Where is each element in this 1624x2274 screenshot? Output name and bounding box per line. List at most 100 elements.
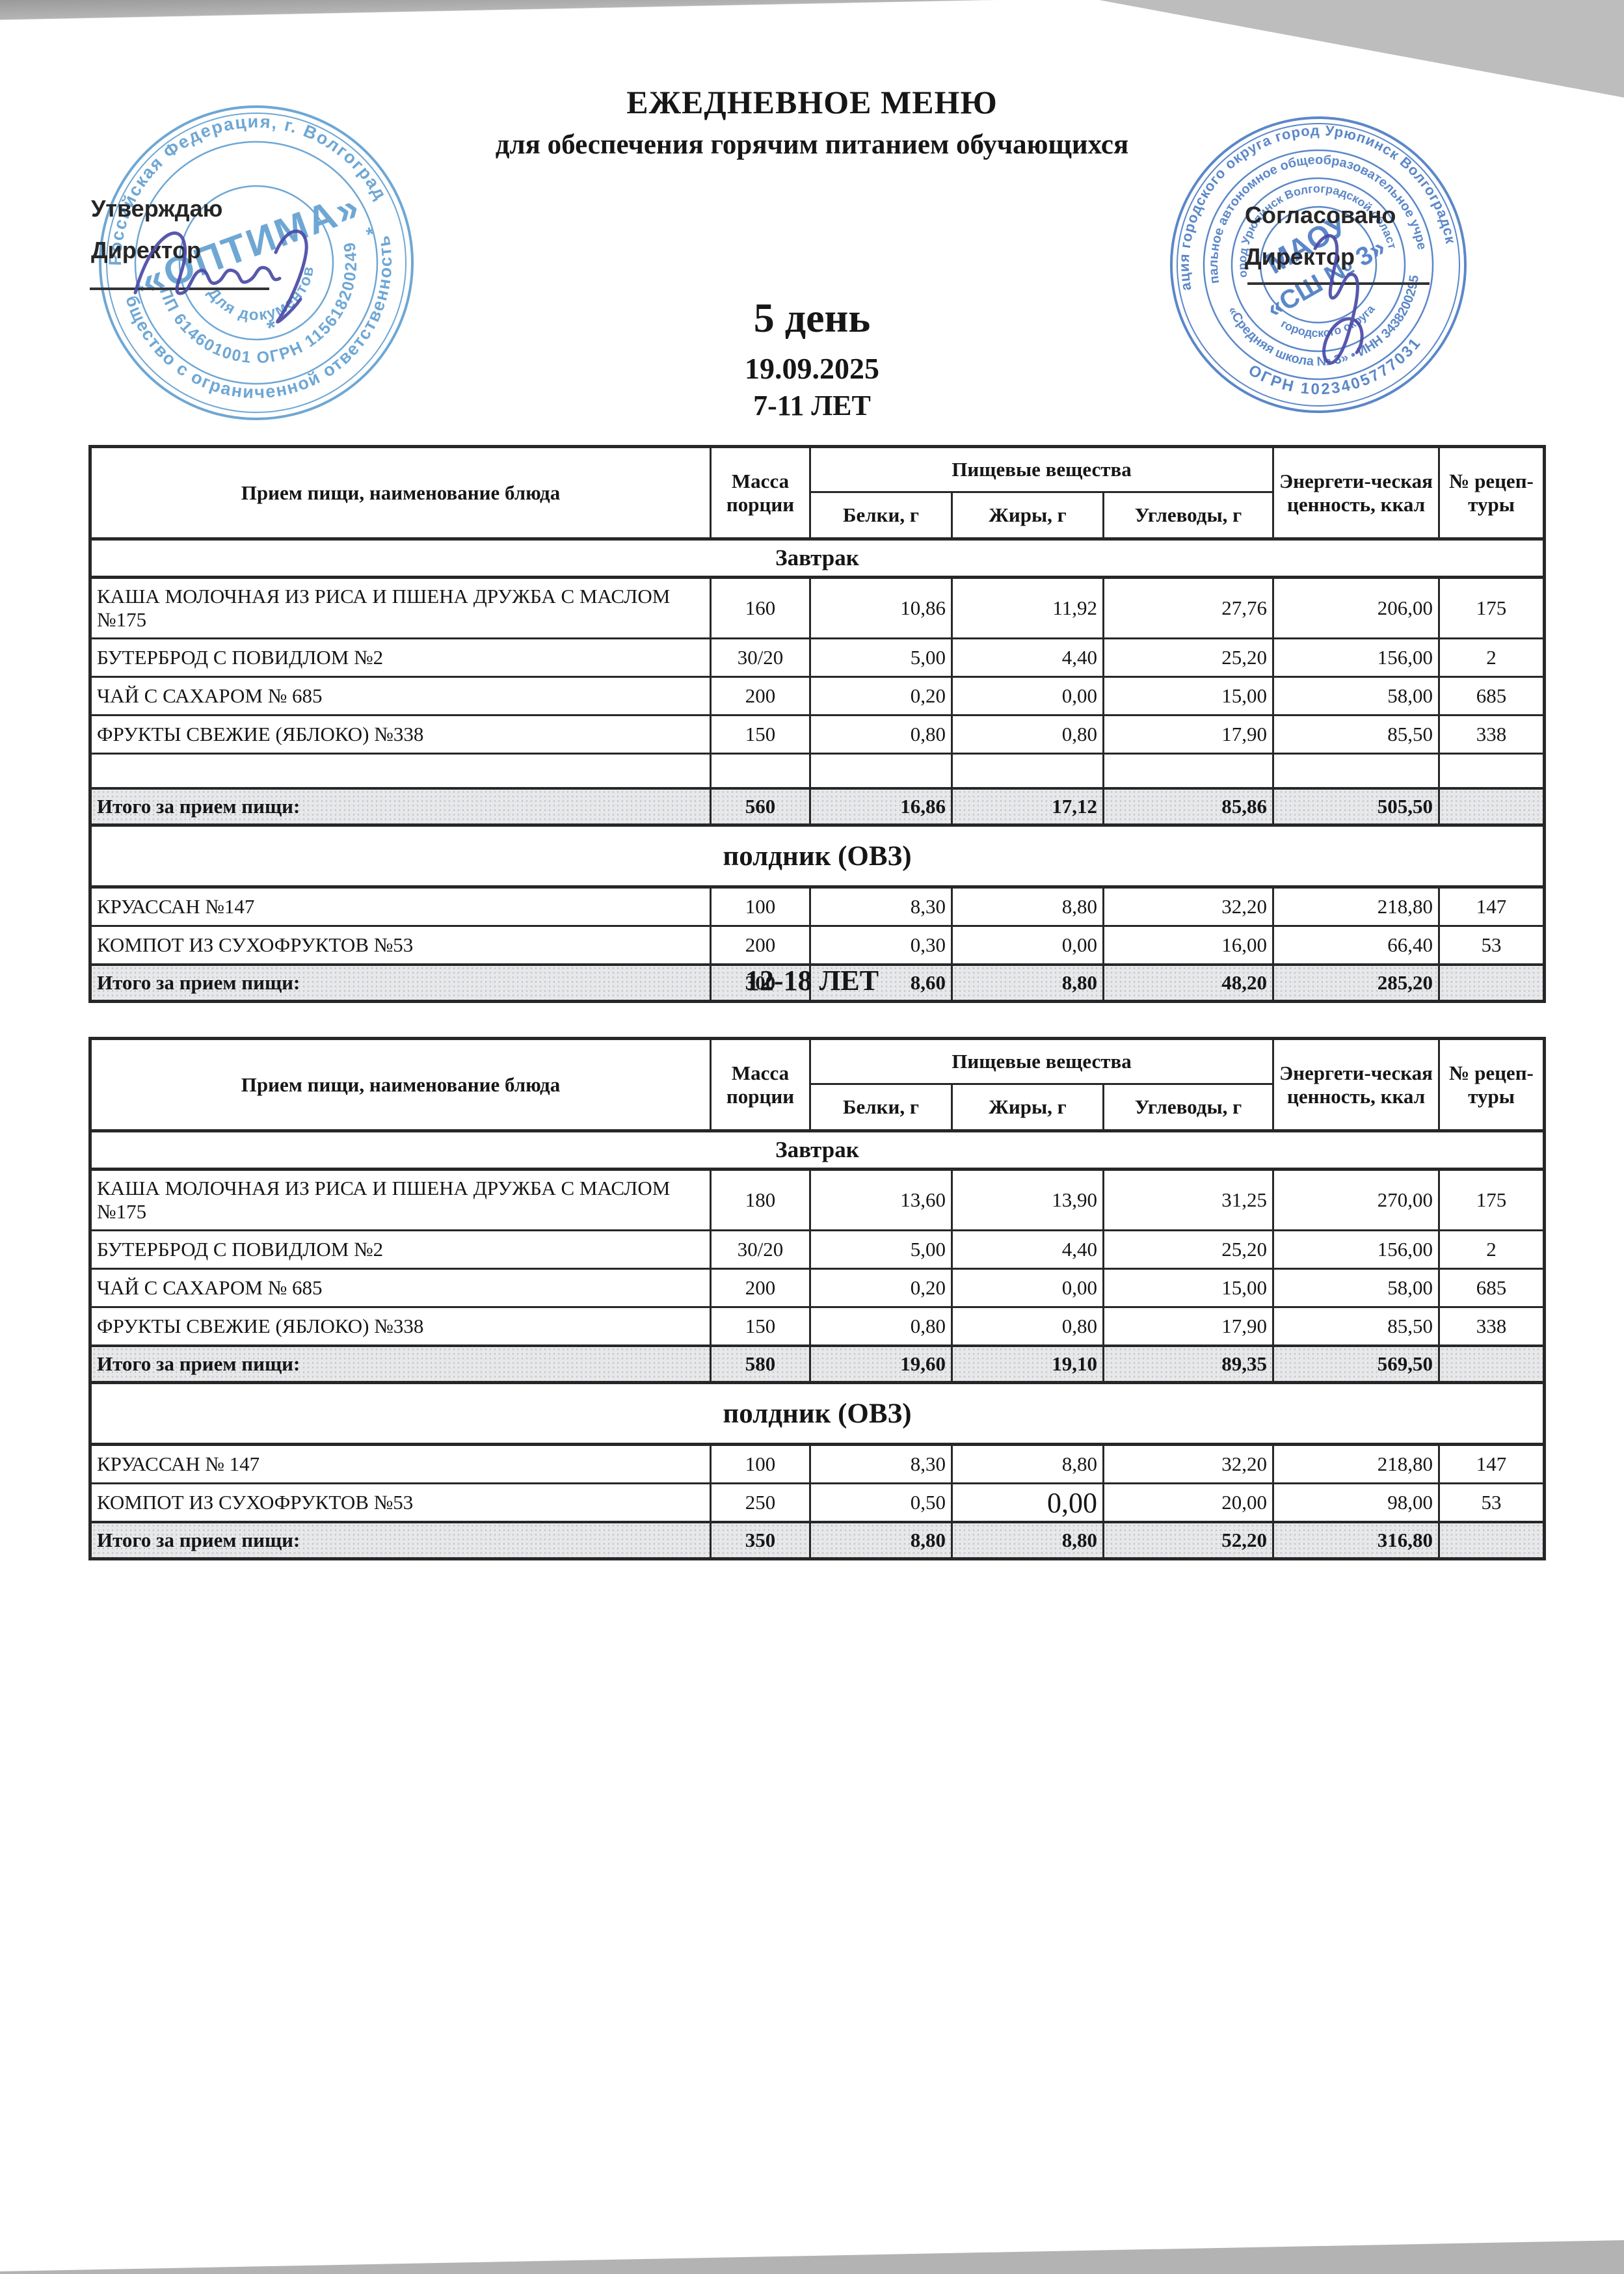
energy-cell: 85,50 bbox=[1272, 1306, 1441, 1347]
section-title: Завтрак bbox=[88, 1129, 1546, 1171]
recipe-cell: 338 bbox=[1438, 714, 1546, 755]
menu-row: КРУАССАН №147 100 8,30 8,80 32,20 218,80 147 bbox=[89, 886, 1546, 927]
header-energy-line: Энергети-ческая bbox=[1279, 1061, 1433, 1084]
carbs-cell: 25,20 bbox=[1102, 637, 1275, 678]
menu-row: КОМПОТ ИЗ СУХОФРУКТОВ №53 250 0,50 0,00 20,0… bbox=[89, 1482, 1546, 1523]
document-title: ЕЖЕДНЕВНОЕ МЕНЮ bbox=[626, 84, 998, 120]
recipe-cell: 338 bbox=[1438, 1306, 1546, 1347]
agree-label: Согласовано bbox=[1245, 202, 1396, 228]
fat-cell: 0,00 bbox=[951, 925, 1104, 966]
total-fat-cell: 19,10 bbox=[951, 1344, 1104, 1384]
energy-cell: 58,00 bbox=[1272, 676, 1441, 716]
scan-edge-artifact bbox=[0, 0, 1624, 30]
protein-cell: 0,20 bbox=[809, 676, 953, 716]
energy-cell: 218,80 bbox=[1272, 1443, 1441, 1484]
header-mass-line: порции bbox=[726, 492, 795, 516]
energy-cell: 156,00 bbox=[1272, 1229, 1441, 1270]
total-recipe-cell bbox=[1438, 1344, 1546, 1384]
energy-cell: 218,80 bbox=[1272, 886, 1441, 927]
menu-row: ФРУКТЫ СВЕЖИЕ (ЯБЛОКО) №338 150 0,80 0,80 17… bbox=[89, 714, 1546, 755]
dish-cell: БУТЕРБРОД С ПОВИДЛОМ №2 bbox=[89, 1229, 712, 1270]
empty-row bbox=[89, 753, 1546, 790]
fat-cell: 0,00 bbox=[951, 1482, 1104, 1523]
optima-round-stamp: Российская Федерация, г. Волгоград Общес… bbox=[62, 69, 425, 439]
total-protein-cell: 8,80 bbox=[809, 1521, 953, 1560]
header-carbs: Углеводы, г bbox=[1102, 1083, 1275, 1132]
total-mass-cell: 350 bbox=[710, 1521, 811, 1560]
carbs-cell: 16,00 bbox=[1102, 925, 1275, 966]
header-mass-line: Масса bbox=[731, 1061, 790, 1084]
protein-cell: 5,00 bbox=[809, 637, 953, 678]
energy-cell: 206,00 bbox=[1272, 576, 1441, 639]
empty-cell bbox=[809, 753, 953, 790]
header-nutrients: Пищевые вещества bbox=[808, 446, 1275, 493]
recipe-cell: 2 bbox=[1438, 637, 1546, 678]
header-energy-line: ценность, ккал bbox=[1286, 1084, 1426, 1108]
dish-cell: БУТЕРБРОД С ПОВИДЛОМ №2 bbox=[89, 637, 712, 678]
header-fat: Жиры, г bbox=[951, 491, 1104, 541]
recipe-cell: 685 bbox=[1438, 676, 1546, 716]
section-row: Завтрак bbox=[88, 537, 1546, 579]
total-protein-cell: 8,60 bbox=[809, 963, 953, 1003]
total-protein-cell: 16,86 bbox=[809, 787, 953, 827]
mass-cell: 100 bbox=[710, 886, 811, 927]
header-energy: Энергети-ческая ценность, ккал bbox=[1272, 1037, 1441, 1132]
total-dish-cell: Итого за прием пищи: bbox=[89, 1344, 712, 1384]
total-energy-cell: 285,20 bbox=[1272, 963, 1441, 1003]
dish-cell: КОМПОТ ИЗ СУХОФРУКТОВ №53 bbox=[89, 1482, 712, 1523]
carbs-cell: 20,00 bbox=[1102, 1482, 1275, 1523]
dish-cell: ФРУКТЫ СВЕЖИЕ (ЯБЛОКО) №338 bbox=[89, 714, 712, 755]
fat-cell: 8,80 bbox=[951, 886, 1104, 927]
recipe-cell: 685 bbox=[1438, 1268, 1546, 1308]
menu-row: БУТЕРБРОД С ПОВИДЛОМ №2 30/20 5,00 4,40 25,2… bbox=[89, 1229, 1546, 1270]
carbs-cell: 32,20 bbox=[1102, 886, 1275, 927]
approve-label: Утверждаю bbox=[91, 195, 223, 222]
header-recipe: № рецеп-туры bbox=[1438, 446, 1546, 540]
total-dish-cell: Итого за прием пищи: bbox=[89, 963, 712, 1003]
energy-cell: 58,00 bbox=[1272, 1268, 1441, 1308]
menu-row: КРУАССАН № 147 100 8,30 8,80 32,20 218,80 147 bbox=[89, 1443, 1546, 1484]
header-energy-line: Энергети-ческая bbox=[1279, 469, 1433, 492]
director-signature bbox=[1313, 234, 1364, 365]
header-dish: Прием пищи, наименование блюда bbox=[89, 1037, 712, 1132]
total-dish-cell: Итого за прием пищи: bbox=[89, 1521, 712, 1560]
protein-cell: 8,30 bbox=[809, 1443, 953, 1484]
recipe-cell: 53 bbox=[1438, 925, 1546, 966]
carbs-cell: 15,00 bbox=[1102, 676, 1275, 716]
fat-cell: 13,90 bbox=[951, 1168, 1104, 1231]
fat-cell: 11,92 bbox=[951, 576, 1104, 639]
mass-cell: 200 bbox=[710, 1268, 811, 1308]
fat-cell: 4,40 bbox=[951, 637, 1104, 678]
mass-cell: 250 bbox=[710, 1482, 811, 1523]
menu-table-7-11: Прием пищи, наименование блюда Масса порц… bbox=[88, 445, 1547, 1003]
total-recipe-cell bbox=[1438, 963, 1546, 1003]
total-row: Итого за прием пищи: 350 8,80 8,80 52,20 316,… bbox=[89, 1521, 1546, 1560]
total-energy-cell: 316,80 bbox=[1272, 1521, 1441, 1560]
day-number-title: 5 день bbox=[753, 295, 871, 341]
header-fat: Жиры, г bbox=[951, 1083, 1104, 1132]
carbs-cell: 17,90 bbox=[1102, 1306, 1275, 1347]
total-recipe-cell bbox=[1438, 1521, 1546, 1560]
total-row: Итого за прием пищи: 300 8,60 8,80 48,20 285,… bbox=[89, 963, 1546, 1003]
scan-edge-artifact bbox=[0, 2240, 1624, 2274]
age-group-title: 12-18 ЛЕТ bbox=[745, 965, 879, 997]
energy-cell: 270,00 bbox=[1272, 1168, 1441, 1231]
header-mass-line: Масса bbox=[731, 469, 790, 492]
header-protein: Белки, г bbox=[809, 1083, 953, 1132]
total-carbs-cell: 48,20 bbox=[1102, 963, 1275, 1003]
section-row: полдник (ОВЗ) bbox=[88, 1381, 1546, 1446]
section-title: полдник (ОВЗ) bbox=[88, 1381, 1546, 1446]
carbs-cell: 25,20 bbox=[1102, 1229, 1275, 1270]
total-energy-cell: 505,50 bbox=[1272, 787, 1441, 827]
mass-cell: 150 bbox=[710, 1306, 811, 1347]
total-mass-cell: 300 bbox=[710, 963, 811, 1003]
total-row: Итого за прием пищи: 580 19,60 19,10 89,35 56… bbox=[89, 1344, 1546, 1384]
dish-cell: ЧАЙ С САХАРОМ № 685 bbox=[89, 1268, 712, 1308]
protein-cell: 0,80 bbox=[809, 714, 953, 755]
fat-cell: 0,00 bbox=[951, 1268, 1104, 1308]
menu-row: ЧАЙ С САХАРОМ № 685 200 0,20 0,00 15,00 58,00… bbox=[89, 676, 1546, 716]
total-energy-cell: 569,50 bbox=[1272, 1344, 1441, 1384]
fat-cell: 0,80 bbox=[951, 714, 1104, 755]
section-title: Завтрак bbox=[88, 537, 1546, 579]
